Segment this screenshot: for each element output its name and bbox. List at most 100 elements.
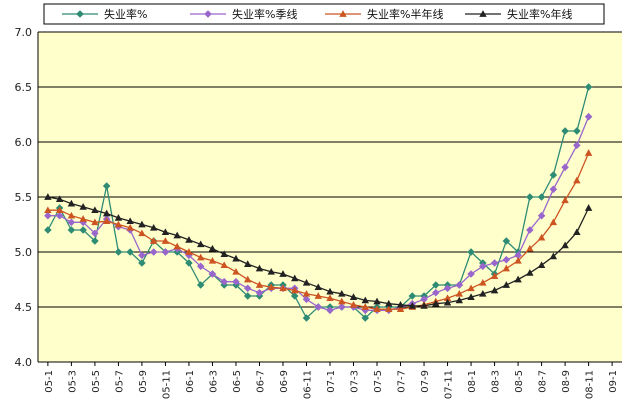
- data-point: [490, 272, 499, 280]
- data-point: [243, 284, 252, 293]
- data-point: [502, 281, 511, 288]
- y-tick-label: 4.5: [15, 301, 33, 314]
- data-point: [161, 237, 170, 244]
- legend-box: [43, 3, 605, 25]
- data-point: [267, 267, 275, 275]
- data-point: [479, 289, 487, 297]
- data-point: [126, 248, 134, 256]
- data-point: [443, 298, 452, 306]
- data-point: [204, 10, 212, 18]
- data-point: [44, 206, 52, 214]
- data-point: [290, 292, 299, 300]
- data-point: [479, 262, 487, 271]
- data-point: [561, 196, 569, 204]
- data-point: [232, 254, 240, 262]
- data-point: [514, 256, 522, 264]
- data-point: [514, 275, 522, 283]
- data-point: [467, 248, 475, 256]
- data-point: [467, 270, 475, 278]
- data-point: [114, 214, 123, 221]
- data-point: [455, 281, 464, 289]
- data-point: [408, 292, 417, 300]
- series-group: [44, 149, 593, 313]
- x-tick-label: 05-9: [138, 370, 149, 393]
- data-point: [584, 83, 593, 91]
- x-tick-label: 07-7: [397, 370, 408, 393]
- data-point: [561, 241, 569, 249]
- x-tick-label: 05-5: [91, 370, 102, 393]
- y-tick-label: 5.5: [15, 191, 33, 204]
- x-tick-label: 07-11: [444, 370, 455, 399]
- data-point: [573, 228, 581, 236]
- x-tick-label: 05-1: [44, 370, 55, 393]
- data-point: [44, 193, 52, 200]
- data-point: [173, 231, 181, 239]
- data-point: [561, 163, 569, 172]
- data-point: [549, 171, 558, 179]
- x-tick-label: 05-11: [161, 370, 172, 399]
- data-point: [79, 215, 87, 222]
- data-point: [279, 284, 287, 292]
- data-point: [208, 270, 217, 278]
- x-tick-label: 08-1: [467, 370, 478, 393]
- data-point: [196, 240, 205, 248]
- data-point: [114, 248, 123, 256]
- data-point: [102, 209, 111, 217]
- data-point: [91, 206, 99, 214]
- data-point: [396, 305, 405, 313]
- legend-label: 失业率%年线: [507, 7, 572, 21]
- data-point: [102, 217, 111, 225]
- data-point: [549, 185, 558, 194]
- data-point: [279, 270, 287, 277]
- data-point: [55, 195, 64, 203]
- data-point: [67, 226, 76, 234]
- x-tick-label: 07-3: [350, 370, 361, 393]
- data-point: [396, 300, 405, 308]
- data-point: [126, 217, 134, 225]
- data-point: [114, 220, 123, 228]
- data-point: [149, 248, 158, 256]
- data-point: [244, 260, 252, 267]
- data-point: [467, 293, 475, 300]
- data-point: [526, 193, 534, 201]
- data-point: [220, 261, 228, 269]
- data-point: [361, 314, 370, 322]
- data-point: [91, 237, 99, 245]
- data-point: [79, 226, 87, 234]
- data-point: [408, 302, 416, 309]
- data-point: [255, 281, 264, 288]
- data-point: [549, 218, 558, 226]
- x-tick-label: 07-9: [420, 370, 431, 393]
- data-point: [314, 303, 323, 311]
- y-tick-label: 6.5: [15, 81, 33, 94]
- data-point: [255, 264, 264, 272]
- data-point: [490, 286, 499, 294]
- x-tick-label: 05-7: [114, 370, 125, 393]
- data-point: [55, 206, 64, 214]
- data-point: [584, 149, 593, 156]
- data-point: [326, 287, 334, 295]
- data-point: [361, 296, 369, 304]
- data-point: [76, 10, 84, 18]
- x-tick-label: 09-1: [608, 370, 619, 393]
- data-point: [338, 297, 346, 305]
- x-tick-label: 06-9: [279, 370, 290, 393]
- data-point: [432, 281, 440, 289]
- data-point: [349, 300, 358, 308]
- data-point: [537, 233, 546, 241]
- x-tick-label: 06-3: [208, 370, 219, 393]
- data-point: [479, 278, 487, 286]
- data-point: [196, 253, 205, 261]
- data-point: [526, 226, 534, 234]
- data-point: [291, 286, 299, 294]
- data-point: [138, 251, 146, 260]
- data-point: [302, 289, 311, 297]
- data-point: [385, 299, 393, 307]
- data-point: [314, 283, 322, 291]
- data-point: [338, 289, 346, 297]
- data-point: [443, 284, 452, 293]
- data-point: [337, 303, 346, 311]
- data-point: [44, 211, 52, 220]
- data-point: [79, 203, 87, 210]
- data-point: [537, 193, 546, 201]
